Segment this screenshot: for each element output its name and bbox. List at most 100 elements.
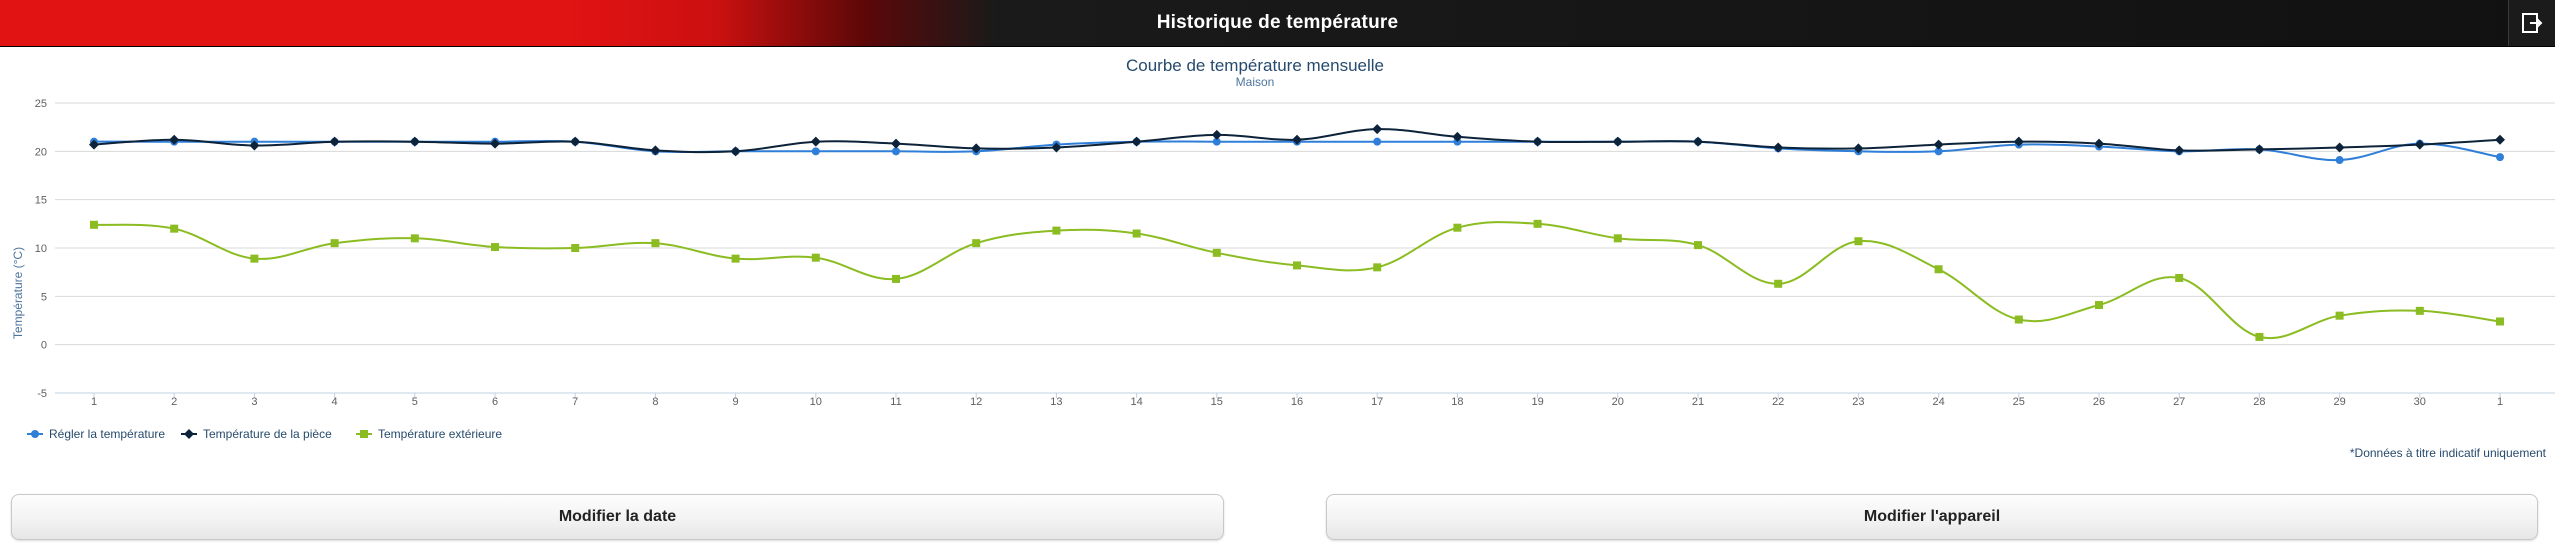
x-tick-label: 20	[1612, 396, 1624, 408]
data-point[interactable]	[1934, 147, 1943, 156]
data-point[interactable]	[571, 244, 580, 252]
data-point[interactable]	[892, 147, 900, 156]
x-tick-label: 2	[171, 396, 177, 408]
data-point[interactable]	[1612, 136, 1623, 147]
temperature-chart: Courbe de température mensuelle Maison T…	[0, 46, 2555, 476]
data-point[interactable]	[1293, 261, 1301, 270]
data-point[interactable]	[730, 146, 741, 157]
data-point[interactable]	[1051, 142, 1062, 153]
exit-button[interactable]	[2508, 0, 2555, 46]
data-point[interactable]	[2014, 315, 2023, 324]
x-tick-label: 10	[810, 396, 822, 408]
x-tick-label: 3	[251, 396, 257, 408]
data-point[interactable]	[2335, 156, 2344, 165]
x-tick-label: 29	[2333, 396, 2345, 408]
data-point[interactable]	[1532, 136, 1543, 147]
data-point[interactable]	[2095, 301, 2103, 310]
data-point[interactable]	[491, 243, 499, 252]
data-point[interactable]	[971, 143, 982, 154]
data-point[interactable]	[1853, 143, 1864, 154]
x-tick-label: 15	[1211, 396, 1223, 408]
data-point[interactable]	[651, 239, 660, 248]
data-point[interactable]	[170, 224, 179, 233]
data-point[interactable]	[249, 140, 260, 151]
data-point[interactable]	[2496, 317, 2504, 326]
data-point[interactable]	[891, 138, 901, 149]
data-point[interactable]	[1533, 219, 1542, 228]
data-point[interactable]	[410, 234, 419, 243]
data-point[interactable]	[1774, 279, 1783, 288]
x-tick-label: 28	[2253, 396, 2265, 408]
data-point[interactable]	[1373, 137, 1382, 146]
x-tick-label: 18	[1451, 396, 1463, 408]
legend-item[interactable]: Température extérieure	[356, 427, 502, 441]
data-point[interactable]	[329, 136, 340, 147]
data-point[interactable]	[2415, 306, 2424, 315]
data-point[interactable]	[2175, 273, 2184, 282]
data-point[interactable]	[1372, 124, 1383, 135]
data-point[interactable]	[1933, 139, 1944, 150]
data-point[interactable]	[1373, 263, 1382, 272]
data-point[interactable]	[2414, 139, 2425, 150]
data-point[interactable]	[1934, 265, 1943, 274]
y-tick-label: 5	[41, 291, 47, 303]
data-point[interactable]	[892, 274, 900, 283]
data-point[interactable]	[1773, 142, 1784, 153]
modify-device-button[interactable]: Modifier l'appareil	[1326, 494, 2538, 540]
y-tick-label: 15	[35, 195, 47, 207]
modify-date-button[interactable]: Modifier la date	[11, 494, 1224, 540]
x-tick-label: 19	[1531, 396, 1543, 408]
data-point[interactable]	[1613, 234, 1622, 243]
data-point[interactable]	[731, 254, 740, 263]
data-point[interactable]	[1212, 248, 1221, 257]
data-point[interactable]	[1052, 226, 1061, 235]
data-point[interactable]	[169, 134, 180, 145]
legend-item[interactable]: Température de la pièce	[181, 427, 332, 441]
data-point[interactable]	[1854, 237, 1863, 246]
data-point[interactable]	[650, 145, 661, 156]
data-point[interactable]	[810, 136, 821, 147]
series-3	[90, 219, 2504, 341]
data-point[interactable]	[2013, 136, 2024, 147]
data-point[interactable]	[1211, 129, 1222, 140]
x-tick-label: 11	[890, 396, 901, 408]
data-point[interactable]	[90, 220, 98, 229]
data-point[interactable]	[972, 239, 981, 248]
page-title: Historique de température	[1156, 12, 1399, 33]
x-tick-label: 24	[1932, 396, 1944, 408]
x-tick-label: 16	[1291, 396, 1303, 408]
data-point[interactable]	[811, 147, 820, 156]
data-point[interactable]	[490, 138, 500, 149]
data-point[interactable]	[250, 254, 259, 263]
data-point[interactable]	[1212, 137, 1221, 146]
data-point[interactable]	[1292, 134, 1302, 145]
data-point[interactable]	[330, 239, 339, 248]
data-point[interactable]	[409, 136, 420, 147]
data-point[interactable]	[89, 139, 99, 150]
data-point[interactable]	[1694, 241, 1702, 250]
data-point[interactable]	[2495, 134, 2505, 145]
data-point[interactable]	[1132, 229, 1141, 238]
data-point[interactable]	[811, 253, 820, 262]
x-tick-label: 23	[1852, 396, 1864, 408]
data-point[interactable]	[1453, 223, 1462, 232]
x-tick-label: 21	[1692, 396, 1704, 408]
x-tick-label: 27	[2173, 396, 2185, 408]
legend-item[interactable]: Régler la température	[27, 427, 165, 441]
data-point[interactable]	[2335, 311, 2344, 320]
chart-title: Courbe de température mensuelle	[1126, 56, 1384, 75]
chart-subtitle: Maison	[1236, 75, 1275, 89]
data-point[interactable]	[1693, 136, 1703, 147]
data-point[interactable]	[1131, 136, 1142, 147]
x-tick-label: 14	[1130, 396, 1142, 408]
x-tick-label: 4	[332, 396, 338, 408]
data-point[interactable]	[2094, 138, 2104, 149]
data-point[interactable]	[2254, 144, 2265, 155]
data-point[interactable]	[2255, 332, 2264, 341]
data-point[interactable]	[570, 136, 581, 147]
data-point[interactable]	[1452, 131, 1463, 142]
data-point[interactable]	[2496, 153, 2504, 162]
disclaimer-note: *Données à titre indicatif uniquement	[2350, 446, 2547, 460]
data-point[interactable]	[2334, 142, 2345, 153]
data-point[interactable]	[2174, 145, 2185, 156]
